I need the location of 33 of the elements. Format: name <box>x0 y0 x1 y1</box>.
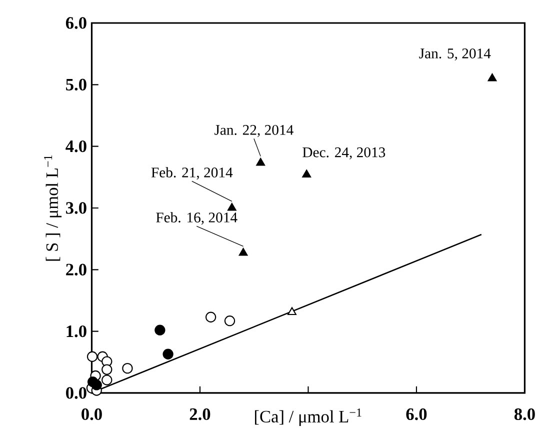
y-tick-label: 3.0 <box>66 202 86 214</box>
point <box>205 312 216 322</box>
point <box>227 202 236 211</box>
point <box>302 170 312 178</box>
annotation: Jan. 22, 2014 <box>214 124 294 137</box>
point <box>122 362 133 374</box>
point <box>102 374 112 386</box>
y-tick-label: 6.0 <box>66 17 86 29</box>
annotation: Feb. 21, 2014 <box>151 167 233 180</box>
point <box>488 73 497 82</box>
y-tick-label: 0.0 <box>66 387 86 399</box>
point <box>102 364 112 375</box>
x-tick-label: 6.0 <box>406 408 427 420</box>
x-tick-label: 8.0 <box>514 408 535 420</box>
y-tick-label: 5.0 <box>66 78 86 91</box>
point <box>162 348 174 360</box>
annotation: Feb. 16, 2014 <box>156 212 238 225</box>
point <box>256 158 266 166</box>
point <box>288 307 296 316</box>
point <box>86 351 98 362</box>
annotation: Jan. 5, 2014 <box>419 48 491 61</box>
y-tick-label: 4.0 <box>66 140 86 152</box>
point <box>224 316 236 326</box>
point <box>91 380 102 390</box>
y-axis-title: [ S ] / μmol L$^{−1}$ <box>44 155 62 261</box>
annotation: Dec. 24, 2013 <box>302 147 386 160</box>
y-tick-label: 1.0 <box>66 325 86 338</box>
point <box>238 248 248 256</box>
y-tick-label: 2.0 <box>66 264 86 276</box>
x-tick-label: 2.0 <box>190 408 210 420</box>
point <box>154 324 166 336</box>
x-axis-title: [Ca] / μmol L$^{−1}$ <box>255 408 362 426</box>
x-tick-label: 0.0 <box>82 408 102 420</box>
